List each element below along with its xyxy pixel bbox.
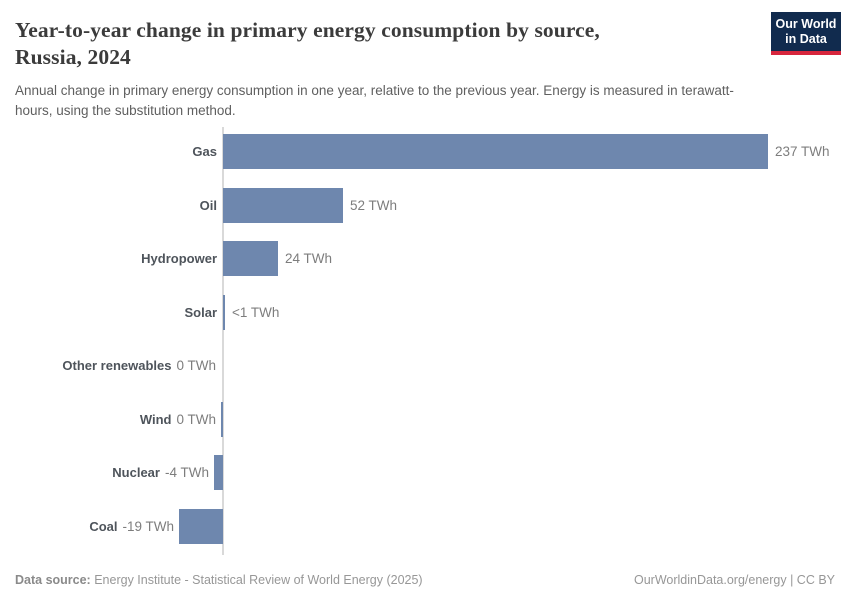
chart-row-nuclear: Nuclear -4 TWh: [0, 446, 850, 500]
category-label: Nuclear: [112, 465, 160, 481]
chart-rows: Gas 237 TWh Oil 52 TWh Hydropower 24 TWh Solar…: [0, 125, 850, 553]
category-label: Oil: [199, 197, 217, 213]
data-source-label: Data source:: [15, 573, 91, 587]
row-left-zone: Oil: [0, 179, 223, 233]
row-left-zone: Gas: [0, 125, 223, 179]
chart-row-other-renewables: Other renewables 0 TWh: [0, 339, 850, 393]
value-label: 24 TWh: [285, 251, 333, 267]
chart-row-solar: Solar <1 TWh: [0, 286, 850, 340]
page-title: Year-to-year change in primary energy co…: [15, 17, 755, 71]
title-line-1: Year-to-year change in primary energy co…: [15, 18, 600, 42]
y-axis-line: [222, 127, 224, 555]
row-right-zone: 24 TWh: [223, 232, 332, 286]
row-right-zone: 52 TWh: [223, 179, 397, 233]
owid-logo[interactable]: Our World in Data: [771, 12, 841, 55]
value-label: 52 TWh: [350, 197, 398, 213]
value-label: -4 TWh: [164, 465, 209, 481]
row-left-zone: Hydropower: [0, 232, 223, 286]
bar-nuclear[interactable]: [214, 455, 223, 491]
owid-logo-text: Our World in Data: [771, 12, 841, 51]
row-right-zone: <1 TWh: [223, 286, 279, 340]
bar-chart: Gas 237 TWh Oil 52 TWh Hydropower 24 TWh Solar…: [0, 125, 850, 555]
category-label: Other renewables: [62, 358, 172, 374]
title-line-2: Russia, 2024: [15, 45, 131, 69]
category-label: Hydropower: [141, 251, 217, 267]
row-left-zone: Nuclear -4 TWh: [0, 446, 223, 500]
value-label: -19 TWh: [122, 518, 174, 534]
category-label: Solar: [184, 304, 217, 320]
row-left-zone: Coal -19 TWh: [0, 500, 223, 554]
bar-coal[interactable]: [179, 508, 223, 544]
bar-oil[interactable]: [223, 187, 343, 223]
bar-hydropower[interactable]: [223, 241, 278, 277]
license-link[interactable]: OurWorldinData.org/energy | CC BY: [633, 573, 835, 587]
row-left-zone: Solar: [0, 286, 223, 340]
chart-row-wind: Wind 0 TWh: [0, 393, 850, 447]
chart-row-coal: Coal -19 TWh: [0, 500, 850, 554]
value-label: 0 TWh: [176, 411, 216, 427]
data-source-text: Energy Institute - Statistical Review of…: [90, 573, 423, 587]
bar-gas[interactable]: [223, 134, 768, 170]
category-label: Wind: [139, 411, 172, 427]
bar-wind[interactable]: [221, 401, 223, 437]
chart-row-hydropower: Hydropower 24 TWh: [0, 232, 850, 286]
row-right-zone: 237 TWh: [223, 125, 830, 179]
owid-logo-stripe: [771, 51, 841, 55]
value-label: 0 TWh: [176, 358, 216, 374]
category-label: Coal: [89, 518, 118, 534]
chart-row-oil: Oil 52 TWh: [0, 179, 850, 233]
category-label: Gas: [192, 144, 217, 160]
chart-subtitle: Annual change in primary energy consumpt…: [15, 83, 734, 118]
chart-row-gas: Gas 237 TWh: [0, 125, 850, 179]
value-label: 237 TWh: [775, 144, 830, 160]
data-source: Data source: Energy Institute - Statisti…: [15, 573, 423, 587]
value-label: <1 TWh: [232, 304, 280, 320]
bar-solar[interactable]: [223, 294, 225, 330]
row-left-zone: Other renewables 0 TWh: [0, 339, 223, 393]
chart-header: Year-to-year change in primary energy co…: [0, 0, 850, 120]
row-left-zone: Wind 0 TWh: [0, 393, 223, 447]
chart-footer: Data source: Energy Institute - Statisti…: [0, 573, 850, 587]
